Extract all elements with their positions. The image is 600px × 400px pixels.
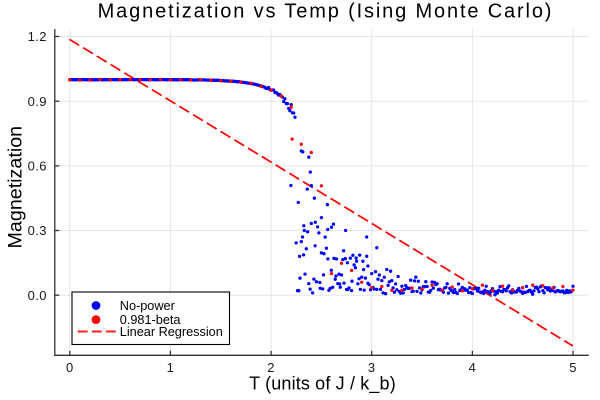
svg-text:T (units of J / k_b): T (units of J / k_b) — [249, 374, 396, 395]
svg-text:Magnetization vs Temp (Ising M: Magnetization vs Temp (Ising Monte Carlo… — [98, 1, 554, 23]
svg-text:No-power: No-power — [120, 299, 176, 313]
svg-text:Linear Regression: Linear Regression — [120, 325, 223, 339]
svg-text:3: 3 — [368, 360, 376, 375]
svg-text:Magnetization: Magnetization — [4, 126, 26, 249]
svg-text:0.3: 0.3 — [28, 223, 47, 238]
svg-text:0.6: 0.6 — [28, 159, 47, 174]
svg-text:4: 4 — [469, 360, 477, 375]
svg-text:0.981-beta: 0.981-beta — [120, 313, 182, 327]
svg-text:5: 5 — [569, 360, 577, 375]
svg-text:0: 0 — [66, 360, 74, 375]
svg-text:0.9: 0.9 — [28, 94, 47, 109]
svg-text:1: 1 — [167, 360, 175, 375]
svg-text:1.2: 1.2 — [28, 29, 47, 44]
svg-text:2: 2 — [267, 360, 275, 375]
svg-text:0.0: 0.0 — [28, 288, 47, 303]
